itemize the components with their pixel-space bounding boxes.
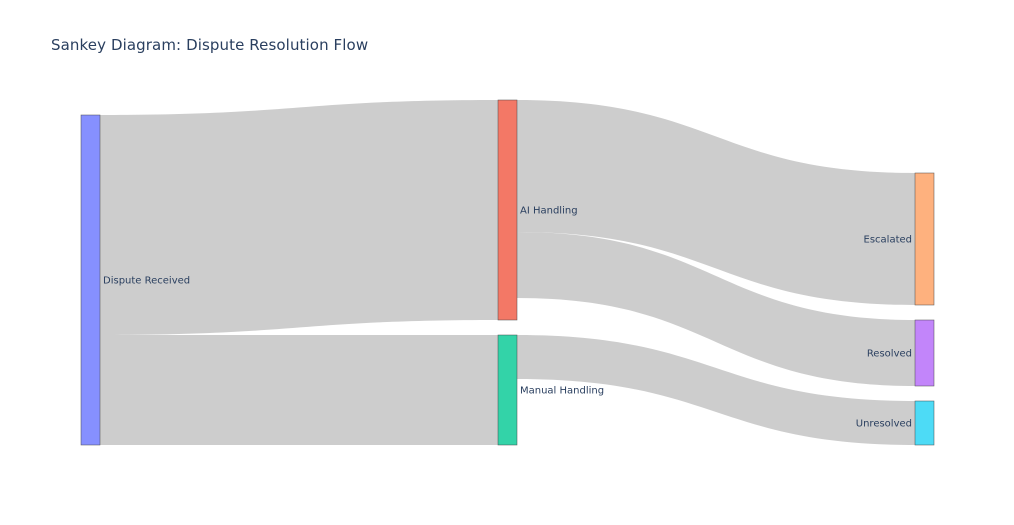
link-dispute-received-to-manual-handling[interactable]: [100, 335, 498, 445]
sankey-links: [100, 100, 915, 445]
node-label-ai-handling: AI Handling: [520, 206, 578, 217]
node-dispute-received[interactable]: [80, 114, 101, 446]
link-ai-handling-to-resolved[interactable]: [517, 232, 915, 386]
node-label-unresolved: Unresolved: [856, 419, 912, 430]
chart-title: Sankey Diagram: Dispute Resolution Flow: [51, 36, 369, 54]
node-resolved[interactable]: [914, 319, 935, 387]
sankey-nodes: Dispute Received AI Handling Manual Handli…: [80, 99, 935, 446]
link-manual-handling-to-unresolved[interactable]: [517, 335, 915, 445]
link-ai-handling-to-escalated[interactable]: [517, 100, 915, 305]
node-label-escalated: Escalated: [864, 235, 912, 246]
node-manual-handling[interactable]: [497, 334, 518, 446]
node-label-manual-handling: Manual Handling: [520, 386, 604, 397]
node-unresolved[interactable]: [914, 400, 935, 446]
node-label-dispute-received: Dispute Received: [103, 276, 190, 287]
link-dispute-received-to-ai-handling[interactable]: [100, 100, 498, 335]
node-ai-handling[interactable]: [497, 99, 518, 321]
node-label-resolved: Resolved: [867, 349, 912, 360]
node-escalated[interactable]: [914, 172, 935, 306]
